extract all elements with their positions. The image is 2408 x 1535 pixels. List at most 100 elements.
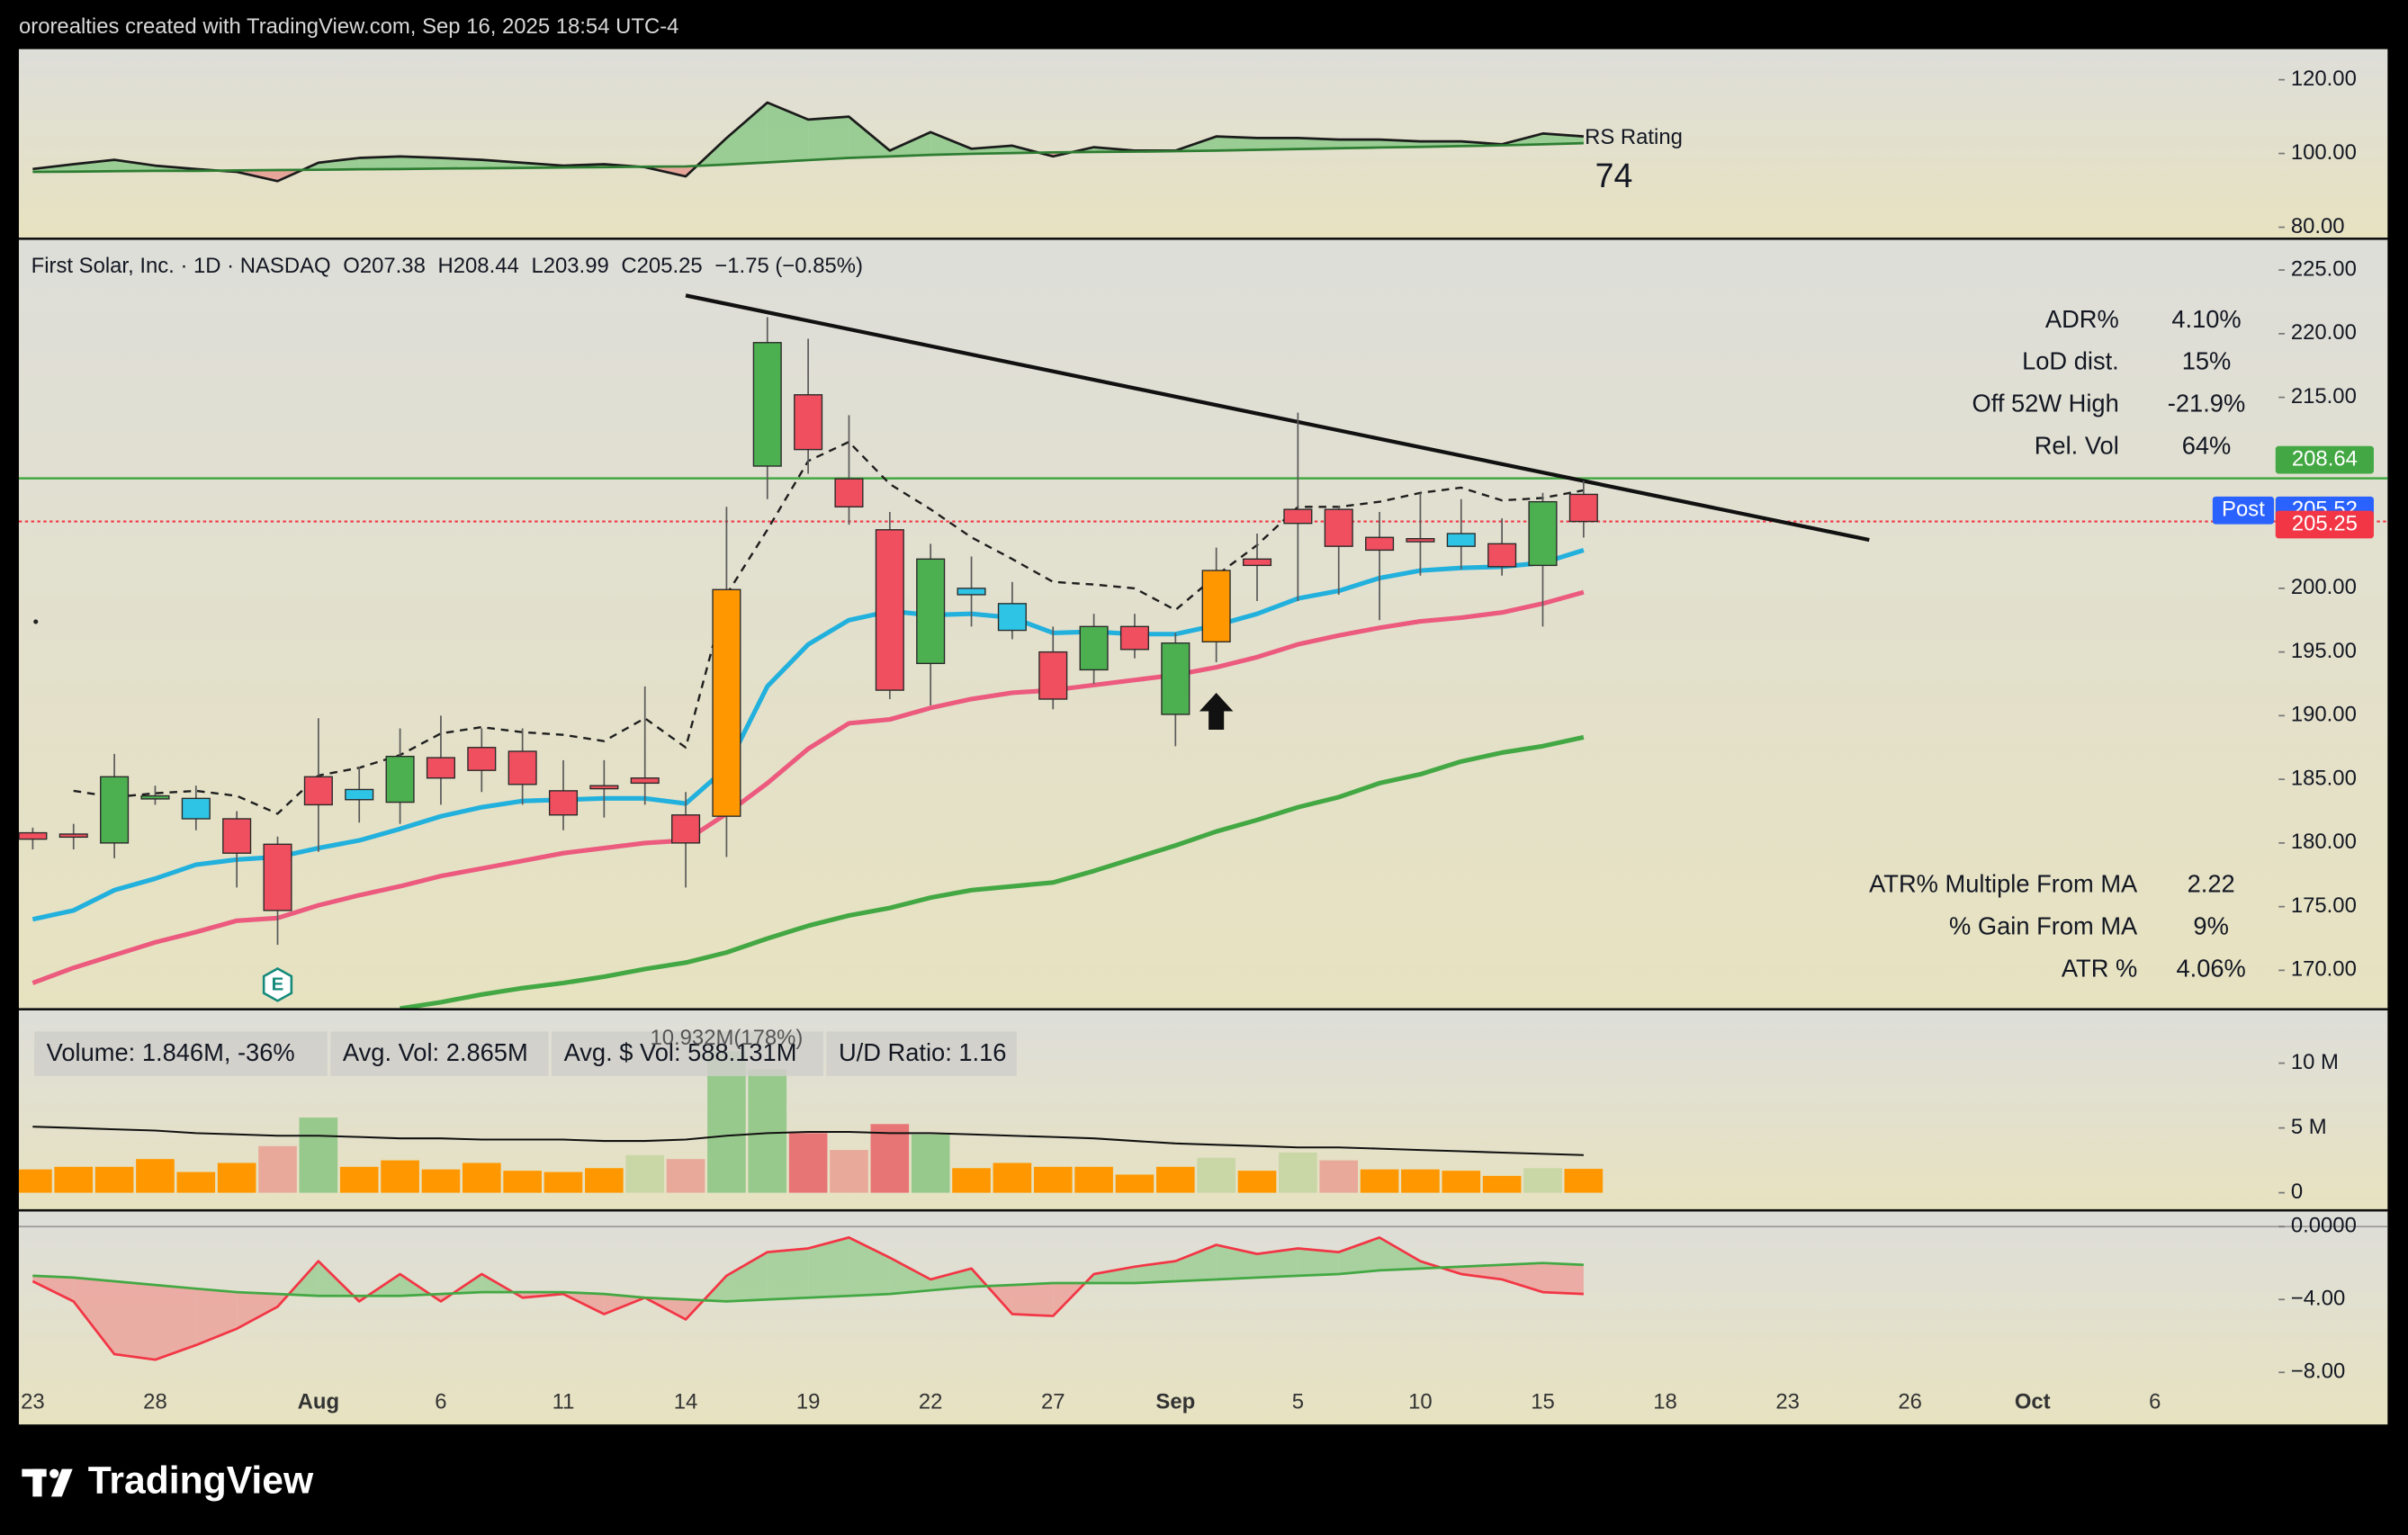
fill-area (930, 131, 972, 156)
stat-label: ADR% (2045, 305, 2119, 333)
info-box (826, 1031, 1017, 1076)
x-tick-label: 15 (1531, 1390, 1555, 1414)
candle-body (1201, 570, 1231, 642)
legend-close: C205.25 (621, 254, 702, 278)
fill-area (1338, 139, 1379, 148)
y-tick-label: 200.00 (2291, 575, 2357, 599)
rs-rating: 74 (1595, 157, 1633, 194)
volume-bar (1155, 1166, 1195, 1193)
rs-title: RS Rating (1585, 125, 1683, 149)
earnings-marker (262, 967, 293, 1002)
volume-bar (1074, 1166, 1113, 1193)
price-label-bg (2275, 510, 2374, 539)
candle-body (1119, 625, 1149, 651)
y-tick-label: 100.00 (2291, 140, 2357, 165)
volume-bar (381, 1160, 419, 1193)
info-box (330, 1031, 549, 1076)
brand: TradingView (88, 1459, 314, 1502)
fill-area (889, 131, 931, 157)
y-tick-label: 0 (2291, 1180, 2303, 1204)
line (32, 101, 1584, 183)
logo-mark (49, 1468, 59, 1478)
volume-bar (911, 1134, 950, 1193)
info-text: Volume: 1.846M, -36% (47, 1038, 295, 1066)
legend-change: −1.75 (−0.85%) (714, 254, 863, 278)
stat-value: 2.22 (2188, 870, 2235, 898)
legend-low: L203.99 (531, 254, 608, 278)
fill-area (1298, 138, 1339, 149)
price-pane: E (18, 293, 2388, 1009)
x-tick-label: 6 (435, 1390, 446, 1414)
line (31, 1236, 1584, 1361)
line (32, 1126, 1584, 1156)
candle-body (712, 588, 741, 817)
fill-area (195, 1288, 238, 1345)
candle-body (426, 757, 455, 779)
fill-area (1257, 1248, 1298, 1278)
fill-area (1216, 136, 1258, 151)
x-tick-label: 14 (674, 1390, 698, 1414)
line (32, 1261, 1584, 1303)
x-tick-label: 18 (1653, 1390, 1677, 1414)
x-tick-label: 19 (796, 1390, 821, 1414)
x-tick-label: Aug (298, 1390, 339, 1414)
y-tick-label: 190.00 (2291, 703, 2357, 727)
stat-value: 4.06% (2176, 954, 2245, 982)
earnings-label: E (272, 974, 284, 995)
stat-value: 9% (2193, 911, 2228, 939)
fill-area (726, 102, 768, 165)
volume-bar (1237, 1171, 1277, 1193)
volume-bar (830, 1150, 868, 1193)
price-label-bg (2275, 445, 2374, 474)
y-tick-label: 80.00 (2291, 214, 2345, 238)
fill-area (1175, 1244, 1217, 1281)
fill-area (726, 1252, 768, 1302)
fill-area (114, 159, 156, 172)
candle-body (508, 750, 537, 785)
candle-body (385, 755, 415, 803)
candle-body (957, 588, 986, 596)
fill-area (114, 1280, 156, 1360)
candle-body (222, 818, 252, 854)
candle-body (794, 394, 823, 451)
fill-area (1216, 1244, 1258, 1279)
volume-bar (94, 1166, 134, 1193)
candle-body (345, 788, 374, 801)
volume-bar (993, 1162, 1032, 1193)
fill-area (767, 1248, 809, 1300)
y-tick-label: 195.00 (2291, 639, 2357, 663)
volume-bar (1564, 1169, 1604, 1193)
price-tag-bg (2212, 496, 2275, 525)
fill-area (1542, 1262, 1584, 1295)
candle-body (467, 747, 497, 771)
candle-body (834, 478, 864, 507)
dot (33, 619, 39, 624)
candle-body (18, 831, 48, 840)
rs-pane (32, 101, 1584, 183)
fill-area (359, 156, 400, 170)
value-label: 10.932M(178%) (650, 1026, 803, 1050)
y-tick-label: 10 M (2291, 1050, 2339, 1074)
volume-pane: Volume: 1.846M, -36% Avg. Vol: 2.865M Avg.… (18, 1026, 1604, 1193)
candle-body (1528, 500, 1558, 567)
candle-body (1242, 558, 1272, 567)
x-tick-label: 22 (919, 1390, 943, 1414)
fill-area (400, 156, 441, 169)
volume-bar (258, 1145, 297, 1193)
candle-body (1324, 508, 1353, 547)
fill-area (318, 157, 360, 170)
volume-bar (299, 1118, 338, 1193)
fill-area (849, 1237, 890, 1297)
fill-area (1338, 1237, 1379, 1274)
pane-bg (18, 1211, 2388, 1425)
candle-body (181, 797, 211, 820)
volume-bar (1360, 1169, 1399, 1193)
candle-body (997, 603, 1027, 632)
volume-bar (544, 1171, 583, 1193)
x-tick-label: 27 (1041, 1390, 1065, 1414)
fill-area (889, 1257, 931, 1295)
line (31, 589, 1585, 985)
stat-label: LoD dist. (2022, 347, 2119, 375)
volume-bar (503, 1171, 542, 1193)
